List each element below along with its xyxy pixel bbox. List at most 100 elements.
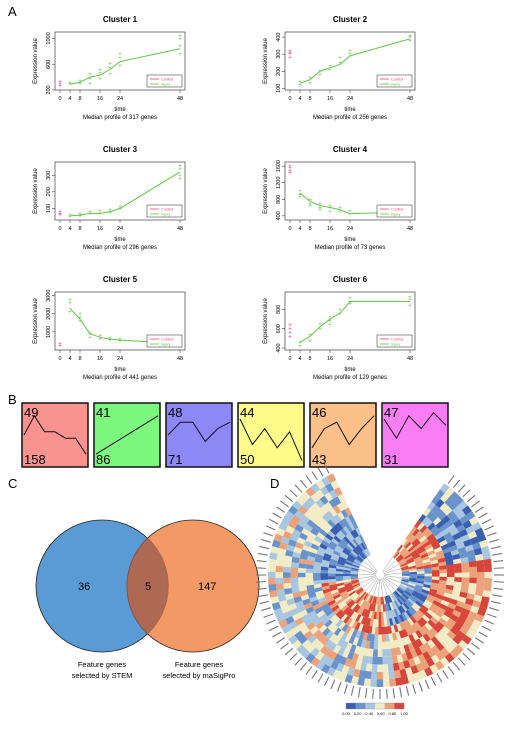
heatmap-cell (482, 590, 491, 599)
heatmap-cell (338, 519, 347, 529)
gene-label-mark (317, 673, 324, 683)
control-point: + (58, 211, 62, 217)
x-tick-label: 8 (308, 226, 311, 232)
injury-point: + (318, 69, 322, 75)
control-point: + (58, 343, 62, 349)
heatmap-cell (452, 635, 462, 645)
heatmap-cell (343, 577, 351, 581)
heatmap-cell (391, 593, 397, 601)
heatmap-cell (332, 505, 342, 514)
injury-point: + (328, 206, 332, 212)
heatmap-cell (351, 620, 359, 629)
heatmap-cell (461, 505, 472, 516)
injury-point: + (98, 211, 102, 217)
heatmap-cell (437, 629, 447, 639)
heatmap-cell (350, 530, 357, 539)
heatmap-cell (290, 566, 299, 573)
scale-swatch (384, 703, 395, 709)
heatmap-cell (410, 549, 418, 556)
heatmap-cell (432, 528, 442, 537)
heatmap-cell (446, 568, 455, 574)
gene-label-mark (466, 494, 476, 503)
x-tick-label: 16 (97, 356, 103, 362)
heatmap-cell (386, 656, 393, 665)
panel-label-a: A (8, 4, 17, 19)
gene-label-mark (259, 545, 270, 550)
heatmap-cell (342, 573, 351, 577)
heatmap-cell (325, 533, 334, 541)
heatmap-cell (431, 566, 440, 571)
heatmap-cell (322, 556, 331, 562)
heatmap-cell (416, 568, 425, 572)
heatmap-cell (283, 577, 291, 584)
heatmap-cell (396, 555, 404, 562)
heatmap-cell (400, 580, 409, 585)
heatmap-cell (440, 599, 450, 607)
heatmap-cell (409, 575, 417, 579)
gene-label-mark (257, 594, 268, 598)
heatmap-cell (419, 617, 428, 626)
heatmap-cell (337, 586, 346, 592)
heatmap-cell (283, 566, 291, 573)
heatmap-cell (296, 536, 306, 545)
heatmap-cell (350, 575, 359, 578)
y-axis-label: Expression value (33, 167, 39, 213)
heatmap-cell (474, 589, 484, 597)
injury-point: + (118, 207, 122, 213)
y-tick-label: 100 (276, 84, 282, 93)
gene-label-mark (486, 532, 497, 537)
heatmap-cell (341, 604, 349, 612)
heatmap-cell (449, 613, 459, 623)
gene-label-mark (457, 657, 466, 666)
heatmap-cell (333, 513, 342, 523)
y-tick-label: 1000 (46, 32, 52, 44)
dendrogram-branch (383, 576, 399, 587)
heatmap-cell (420, 591, 429, 598)
heatmap-cell (424, 570, 432, 574)
heatmap-cell (435, 520, 445, 529)
gene-label-mark (430, 676, 437, 687)
heatmap-cell (407, 582, 416, 587)
heatmap-cell (344, 582, 352, 587)
heatmap-cell (415, 561, 424, 566)
heatmap-cell (301, 639, 312, 649)
legend-injury-label: Injury (391, 213, 400, 217)
heatmap-cell (366, 602, 371, 611)
heatmap-cell (390, 647, 397, 657)
injury-point: + (178, 52, 182, 58)
injury-point: + (108, 72, 112, 78)
heatmap-cell (376, 679, 384, 687)
heatmap-cell (472, 542, 482, 551)
x-tick-label: 16 (97, 226, 103, 232)
injury-point: + (78, 312, 82, 318)
heatmap-cell (314, 650, 325, 661)
heatmap-cell (460, 556, 469, 564)
heatmap-cell (407, 608, 415, 616)
heatmap-cell (383, 611, 387, 620)
heatmap-cell (340, 528, 348, 537)
heatmap-cell (348, 590, 356, 597)
injury-point: + (88, 332, 92, 338)
heatmap-cell (417, 596, 426, 603)
heatmap-cell (428, 591, 437, 598)
heatmap-cell (310, 656, 321, 667)
heatmap-cell (361, 592, 368, 600)
heatmap-cell (314, 535, 324, 544)
heatmap-cell (284, 592, 294, 601)
legend-control-label: Control (391, 78, 403, 82)
heatmap-cell (351, 579, 359, 583)
injury-point: + (68, 82, 72, 88)
heatmap-cell (445, 584, 454, 591)
heatmap-cell (408, 633, 416, 643)
profile-line (95, 415, 159, 455)
heatmap-cell (283, 587, 293, 595)
median-line (299, 192, 411, 215)
heatmap-cell (446, 576, 455, 582)
heatmap-cell (465, 629, 476, 640)
heatmap-cell (310, 613, 319, 623)
heatmap-cell (341, 538, 349, 546)
heatmap-cell (321, 582, 330, 588)
heatmap-cell (352, 612, 359, 621)
heatmap-cell (297, 621, 307, 631)
